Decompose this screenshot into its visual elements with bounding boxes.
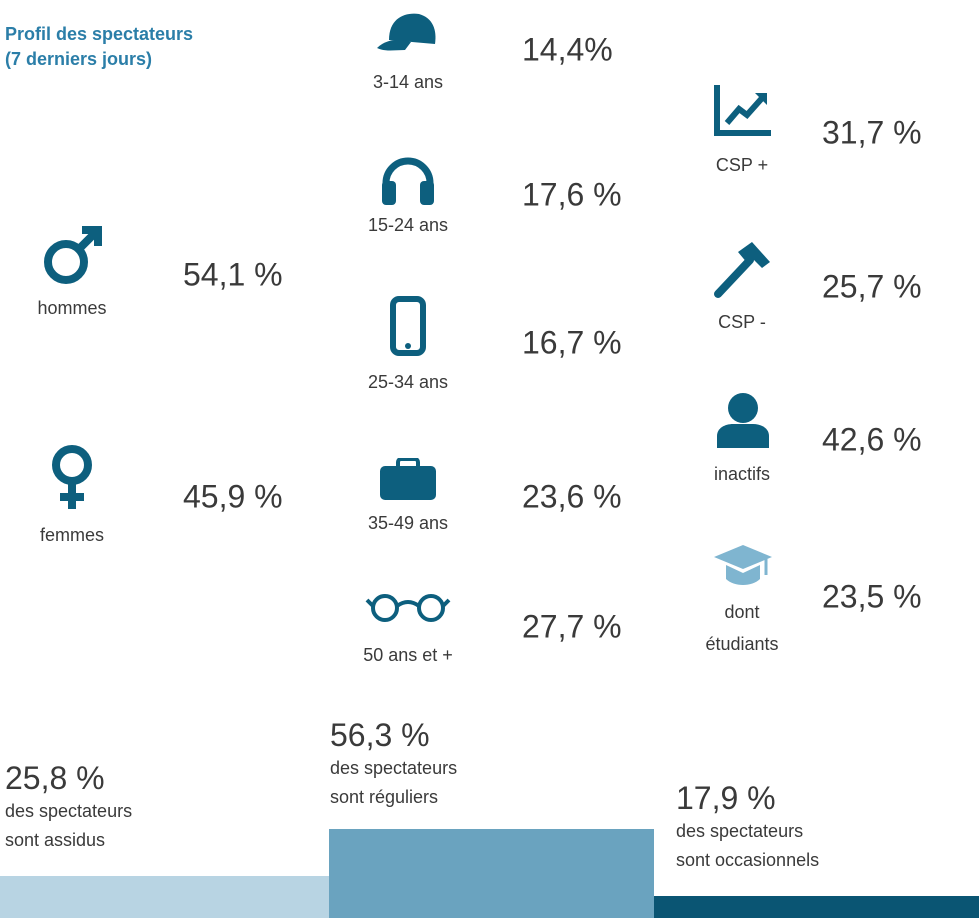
age-value: 14,4%	[522, 31, 613, 68]
age-value: 23,6 %	[522, 478, 622, 515]
frequency-block: 56,3 % des spectateurs sont réguliers	[330, 717, 457, 812]
csp-value: 25,7 %	[822, 268, 922, 305]
gender-value: 54,1 %	[183, 256, 283, 293]
frequency-value: 17,9 %	[676, 780, 776, 816]
title-line: (7 derniers jours)	[5, 49, 153, 69]
title: Profil des spectateurs (7 derniers jours)	[5, 22, 193, 72]
frequency-bar	[0, 876, 329, 918]
age-label: 35-49 ans	[367, 513, 449, 533]
frequency-value: 56,3 %	[330, 717, 430, 753]
cap-icon	[377, 13, 436, 51]
age-value: 16,7 %	[522, 324, 622, 361]
frequency-block: 25,8 % des spectateurs sont assidus	[5, 760, 132, 855]
title-line: Profil des spectateurs	[5, 24, 194, 44]
csp-label-line: dont	[724, 602, 760, 622]
age-value: 27,7 %	[522, 608, 622, 645]
csp-label-line: étudiants	[705, 634, 779, 654]
csp-label: CSP +	[715, 155, 769, 175]
csp-value: 23,5 %	[822, 578, 922, 615]
frequency-bar	[329, 829, 654, 918]
briefcase-icon	[380, 458, 436, 500]
gender-value: 45,9 %	[183, 478, 283, 515]
csp-value: 31,7 %	[822, 114, 922, 151]
male-icon	[44, 226, 102, 284]
hammer-icon	[714, 242, 770, 298]
frequency-text: sont assidus	[5, 830, 106, 850]
frequency-text: sont réguliers	[330, 787, 439, 807]
headphones-icon	[382, 157, 434, 205]
age-value: 17,6 %	[522, 176, 622, 213]
csp-label: inactifs	[713, 464, 771, 484]
frequency-text: des spectateurs	[676, 821, 804, 841]
female-icon	[52, 445, 92, 509]
graduation-icon	[714, 545, 772, 585]
csp-value: 42,6 %	[822, 421, 922, 458]
age-label: 3-14 ans	[372, 72, 444, 92]
frequency-text: sont occasionnels	[676, 850, 820, 870]
csp-label: CSP -	[718, 312, 766, 332]
person-icon	[717, 393, 769, 448]
chart-icon	[714, 85, 771, 136]
gender-label: hommes	[37, 298, 107, 318]
phone-icon	[390, 296, 426, 356]
csp-label: dont étudiants	[705, 596, 778, 660]
frequency-text: des spectateurs	[330, 758, 458, 778]
age-label: 50 ans et +	[363, 645, 453, 665]
frequency-block: 17,9 % des spectateurs sont occasionnels	[676, 780, 819, 875]
frequency-value: 25,8 %	[5, 760, 105, 796]
age-label: 25-34 ans	[367, 372, 449, 392]
frequency-text: des spectateurs	[5, 801, 133, 821]
gender-label: femmes	[39, 525, 105, 545]
glasses-icon	[365, 594, 451, 622]
age-label: 15-24 ans	[367, 215, 449, 235]
frequency-bar	[654, 896, 979, 918]
